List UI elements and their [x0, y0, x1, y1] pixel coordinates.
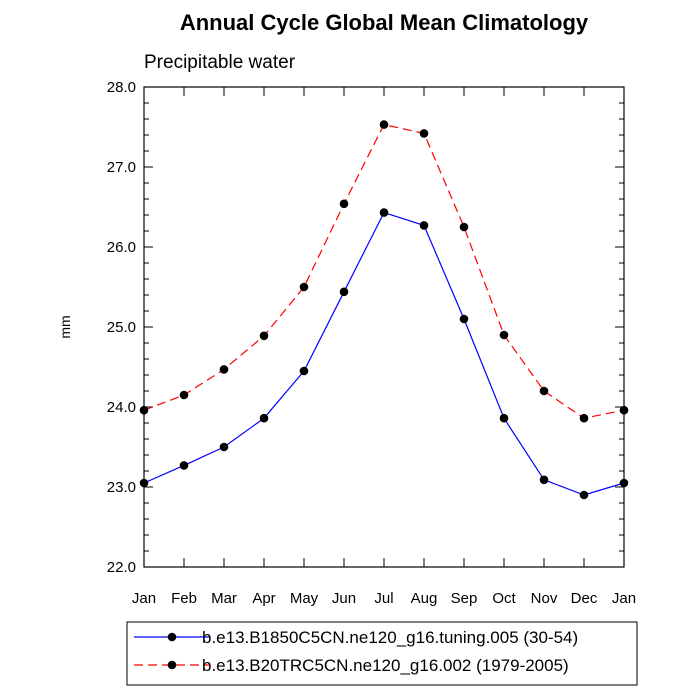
- x-tick-label: Nov: [531, 590, 558, 607]
- data-point: [299, 366, 309, 376]
- x-tick-label: May: [290, 590, 319, 607]
- x-tick-labels: Jan Feb Mar Apr May Jun Jul Aug Sep Oct Nov Dec Jan: [132, 590, 636, 607]
- x-tick-label: Jul: [374, 590, 393, 607]
- x-tick-label: Dec: [571, 590, 598, 607]
- data-point: [619, 405, 629, 415]
- legend-label-2: b.e13.B20TRC5CN.ne120_g16.002 (1979-2005…: [202, 656, 569, 675]
- data-point: [379, 208, 389, 217]
- x-tick-label: Aug: [411, 590, 438, 607]
- chart-title: Annual Cycle Global Mean Climatology: [180, 10, 589, 35]
- plot-frame: [143, 86, 625, 568]
- x-tick-label: Sep: [451, 590, 478, 607]
- series-line-2: [143, 123, 625, 419]
- legend: b.e13.B1850C5CN.ne120_g16.tuning.005 (30…: [134, 628, 578, 675]
- series-line-1: [143, 211, 625, 496]
- data-point: [459, 222, 469, 232]
- data-point: [579, 490, 589, 500]
- data-point: [539, 386, 549, 396]
- data-point: [219, 442, 229, 452]
- data-point: [259, 413, 269, 423]
- data-point: [619, 478, 629, 488]
- data-point: [499, 330, 509, 340]
- axis-ticks: [143, 86, 625, 568]
- y-tick-label: 26.0: [107, 239, 136, 256]
- y-tick-labels: 22.0 23.0 24.0 25.0 26.0 27.0 28.0: [107, 79, 136, 576]
- y-tick-label: 25.0: [107, 319, 136, 336]
- x-tick-label: Mar: [211, 590, 237, 607]
- legend-marker-2: [167, 660, 177, 670]
- data-point: [339, 199, 349, 209]
- data-point: [219, 365, 229, 374]
- data-point: [179, 461, 189, 470]
- data-point: [259, 331, 269, 341]
- y-axis-label: mm: [57, 315, 73, 338]
- y-tick-label: 24.0: [107, 399, 136, 416]
- data-point: [579, 413, 589, 423]
- data-point: [499, 413, 509, 423]
- series-group: [139, 120, 629, 500]
- x-tick-label: Jun: [332, 590, 356, 607]
- data-point: [419, 129, 429, 138]
- y-tick-label: 23.0: [107, 479, 136, 496]
- x-tick-label: Feb: [171, 590, 197, 607]
- data-point: [419, 221, 429, 230]
- data-point: [179, 390, 189, 400]
- legend-box: [126, 621, 638, 686]
- data-point: [299, 282, 309, 292]
- data-point: [139, 405, 149, 415]
- legend-label-1: b.e13.B1850C5CN.ne120_g16.tuning.005 (30…: [202, 628, 578, 647]
- y-tick-label: 27.0: [107, 159, 136, 176]
- data-point: [379, 120, 389, 129]
- x-tick-label: Jan: [132, 590, 156, 607]
- data-point: [539, 475, 549, 485]
- y-tick-label: 22.0: [107, 559, 136, 576]
- data-point: [139, 478, 149, 488]
- data-point: [459, 314, 469, 324]
- x-tick-label: Jan: [612, 590, 636, 607]
- chart-subtitle: Precipitable water: [144, 52, 296, 73]
- y-tick-label: 28.0: [107, 79, 136, 96]
- x-tick-label: Oct: [492, 590, 516, 607]
- data-point: [339, 287, 349, 297]
- x-tick-label: Apr: [252, 590, 275, 607]
- legend-marker-1: [167, 632, 177, 642]
